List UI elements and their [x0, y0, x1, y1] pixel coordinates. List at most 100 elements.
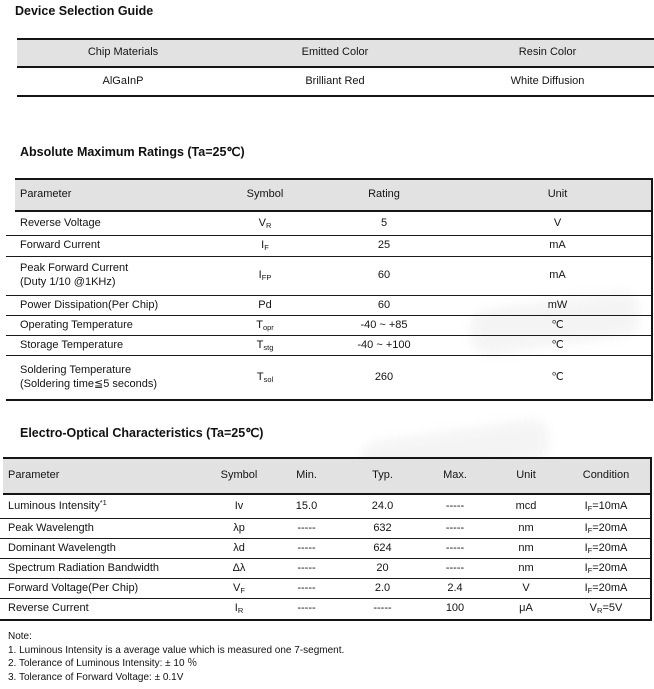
column-header: Chip Materials [87, 46, 159, 59]
table-row: AlGaInP Brilliant Red White Diffusion [17, 68, 654, 97]
unit-cell: mA [549, 269, 566, 282]
section-title-absolute-maximum-ratings: Absolute Maximum Ratings (Ta=25℃) [20, 145, 245, 159]
column-header: Emitted Color [301, 46, 369, 59]
min-cell: ----- [297, 561, 316, 574]
unit-cell: nm [518, 541, 534, 554]
typ-cell: 632 [373, 521, 392, 534]
min-cell: 15.0 [295, 499, 318, 512]
table-row: Luminous Intensity *1 Iv 15.0 24.0 ----- … [0, 495, 650, 519]
rating-cell: 260 [374, 370, 394, 383]
column-header: Typ. [372, 469, 393, 482]
table-row: Spectrum Radiation Bandwidth Δλ ----- 20… [0, 559, 650, 579]
max-cell: ----- [445, 499, 465, 512]
symbol-cell: λp [233, 521, 245, 534]
table-header-row: Parameter Symbol Min. Typ. Max. Unit Con… [3, 457, 650, 495]
unit-cell: ℃ [551, 318, 564, 331]
chip-materials-cell: AlGaInP [102, 74, 144, 87]
unit-cell: μA [519, 602, 533, 615]
unit-cell: V [522, 581, 530, 594]
rating-cell: -40 ~ +85 [360, 318, 408, 331]
unit-cell: mW [547, 298, 568, 311]
section-title-electro-optical: Electro-Optical Characteristics (Ta=25℃) [20, 426, 264, 440]
typ-cell: 24.0 [371, 499, 394, 512]
symbol-cell: Pd [258, 298, 272, 311]
emitted-color-cell: Brilliant Red [305, 74, 365, 87]
typ-cell: 2.0 [374, 581, 391, 594]
table-row: Peak Forward Current (Duty 1/10 @1KHz) I… [6, 257, 651, 296]
column-header: Unit [516, 469, 536, 482]
typ-cell: ----- [373, 602, 392, 615]
column-header: Resin Color [518, 46, 577, 59]
footnotes: Note: 1. Luminous Intensity is a average… [8, 630, 344, 684]
condition-cell: I F =20mA [584, 581, 628, 595]
resin-color-cell: White Diffusion [510, 74, 585, 87]
unit-cell: V [553, 216, 562, 229]
column-header: Symbol [246, 188, 284, 201]
unit-cell: ℃ [551, 370, 564, 383]
column-header: Min. [296, 469, 317, 482]
device-selection-table: Chip Materials Emitted Color Resin Color… [17, 38, 654, 97]
parameter-cell: Forward Voltage(Per Chip) [8, 581, 139, 594]
rating-cell: -40 ~ +100 [357, 338, 411, 351]
column-header: Rating [368, 188, 400, 201]
column-header: Parameter [8, 469, 60, 482]
symbol-cell: Iv [234, 499, 244, 512]
electro-optical-table: Parameter Symbol Min. Typ. Max. Unit Con… [0, 457, 652, 621]
parameter-cell: Dominant Wavelength [8, 541, 116, 554]
rating-cell: 60 [377, 298, 391, 311]
symbol-cell: Δλ [232, 561, 246, 574]
table-header-row: Parameter Symbol Rating Unit [15, 178, 651, 212]
parameter-cell: Peak Wavelength [8, 521, 94, 534]
max-cell: 2.4 [447, 581, 463, 594]
condition-cell: I F =20mA [584, 521, 628, 535]
max-cell: ----- [445, 521, 465, 534]
table-row: Power Dissipation(Per Chip) Pd 60 mW [6, 296, 651, 316]
min-cell: ----- [297, 521, 316, 534]
parameter-cell: Operating Temperature [20, 318, 133, 331]
table-row: Dominant Wavelength λd ----- 624 ----- n… [0, 539, 650, 559]
parameter-cell: Soldering Temperature (Soldering time≦5 … [20, 363, 158, 390]
max-cell: ----- [445, 561, 465, 574]
parameter-cell: Reverse Voltage [20, 216, 101, 229]
parameter-cell: Forward Current [20, 239, 101, 252]
condition-cell: I F =20mA [584, 561, 628, 575]
column-header: Parameter [20, 188, 72, 201]
typ-cell: 20 [376, 561, 389, 574]
unit-cell: nm [518, 561, 534, 574]
rating-cell: 5 [380, 216, 388, 229]
table-row: Soldering Temperature (Soldering time≦5 … [6, 356, 651, 401]
note-line: 3. Tolerance of Forward Voltage: ± 0.1V [8, 671, 184, 683]
max-cell: 100 [445, 602, 465, 615]
table-header-row: Chip Materials Emitted Color Resin Color [17, 38, 654, 68]
unit-cell: ℃ [551, 338, 564, 351]
max-cell: ----- [445, 541, 465, 554]
note-line: 2. Tolerance of Luminous Intensity: ± 10… [8, 658, 198, 669]
rating-cell: 25 [377, 239, 391, 252]
section-title-device-selection: Device Selection Guide [15, 4, 154, 18]
column-header: Unit [547, 188, 568, 201]
parameter-cell: Spectrum Radiation Bandwidth [8, 561, 160, 574]
column-header: Condition [582, 469, 630, 482]
column-header: Symbol [220, 469, 258, 482]
condition-cell: I F =20mA [584, 541, 628, 555]
unit-cell: mcd [515, 499, 537, 512]
typ-cell: 624 [373, 541, 392, 554]
parameter-cell: Reverse Current [8, 602, 89, 615]
unit-cell: mA [549, 239, 566, 252]
symbol-cell: I FP [258, 269, 272, 283]
parameter-cell: Power Dissipation(Per Chip) [20, 298, 159, 311]
column-header: Max. [443, 469, 467, 482]
